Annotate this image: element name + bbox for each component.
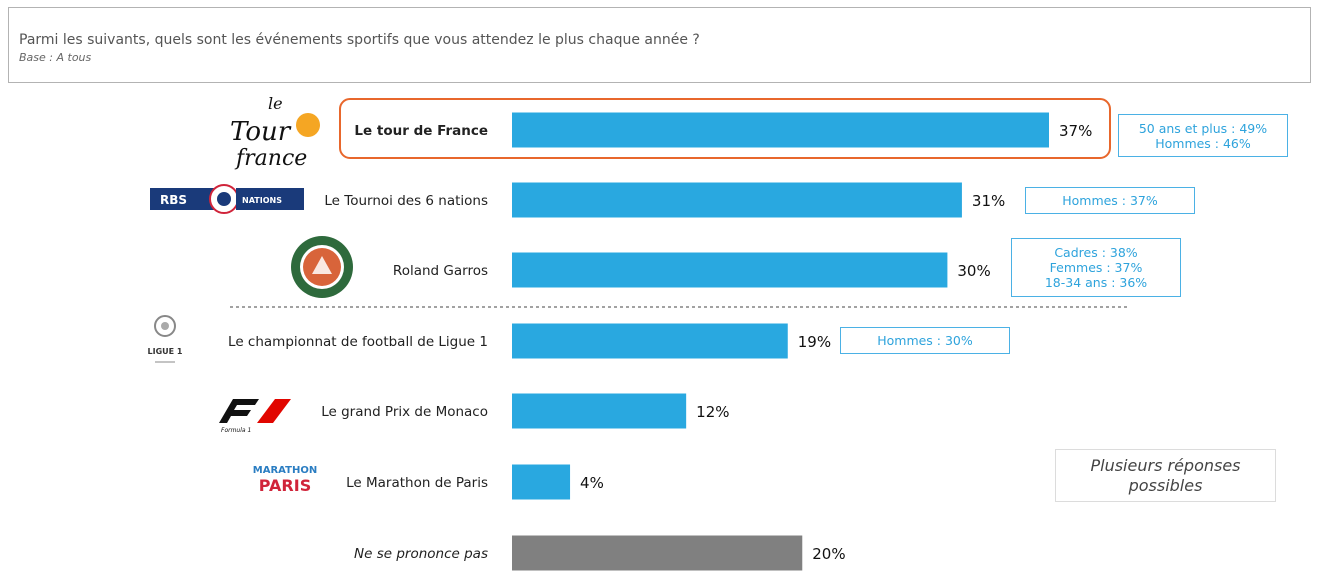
annotation-line: Hommes : 30%: [877, 333, 973, 348]
category-label-5: Le Marathon de Paris: [346, 475, 488, 491]
question-box: Parmi les suivants, quels sont les événe…: [8, 7, 1311, 83]
category-label-6: Ne se prononce pas: [354, 546, 488, 562]
bar-2: [512, 252, 948, 288]
marathon-paris-logo: MARATHON PARIS: [246, 460, 324, 496]
value-label-6: 20%: [812, 545, 845, 563]
nations-logo-text: NATIONS: [242, 196, 282, 205]
bar-1: [512, 182, 962, 218]
annotation-line: Hommes : 37%: [1062, 193, 1158, 208]
value-label-1: 31%: [972, 192, 1005, 210]
rbs-6-nations-logo: RBS NATIONS: [150, 184, 304, 214]
value-label-5: 4%: [580, 474, 604, 492]
tour-logo-text-tour: Tour: [230, 117, 292, 147]
roland-garros-logo: [291, 236, 353, 298]
ligue1-logo: LIGUE 1: [148, 315, 183, 363]
value-label-3: 19%: [798, 333, 831, 351]
value-label-2: 30%: [957, 262, 990, 280]
bar-0: [512, 112, 1049, 148]
category-label-2: Roland Garros: [393, 263, 488, 279]
question-base: Base : A tous: [19, 51, 92, 64]
racket-icon: [312, 256, 332, 274]
value-label-0: 37%: [1059, 122, 1092, 140]
marathon-logo-text-bottom: PARIS: [259, 476, 311, 495]
bar-4: [512, 393, 687, 429]
annotation-box-2: Cadres : 38% Femmes : 37% 18-34 ans : 36%: [1011, 238, 1181, 297]
ligue1-logo-text: LIGUE 1: [148, 347, 183, 356]
f1-logo-text: Formula 1: [221, 427, 251, 434]
annotation-line: Femmes : 37%: [1049, 260, 1143, 275]
tour-logo-text-france: france: [234, 146, 307, 170]
value-label-4: 12%: [696, 403, 729, 421]
tour-sun-icon: [296, 113, 320, 137]
note-line-2: possibles: [1128, 476, 1203, 495]
rbs-logo-text: RBS: [160, 193, 187, 207]
annotation-line: Hommes : 46%: [1155, 135, 1251, 151]
annotation-line: Cadres : 38%: [1054, 245, 1138, 260]
annotation-line: 50 ans et plus : 49%: [1138, 120, 1268, 136]
multiple-answers-note: Plusieurs réponses possibles: [1055, 449, 1276, 502]
annotation-line: 18-34 ans : 36%: [1044, 275, 1148, 290]
category-label-0: Le tour de France: [354, 123, 488, 139]
tour-de-france-logo: le Tour france: [230, 95, 320, 170]
note-line-1: Plusieurs réponses: [1090, 456, 1241, 475]
bar-3: [512, 323, 788, 359]
tour-logo-text-le: le: [268, 95, 283, 113]
bar-6: [512, 535, 803, 571]
bar-5: [512, 464, 571, 500]
highlight-frame: [339, 98, 1111, 159]
annotation-box-1: Hommes : 37%: [1025, 187, 1195, 214]
category-label-1: Le Tournoi des 6 nations: [324, 193, 488, 209]
category-label-4: Le grand Prix de Monaco: [321, 404, 488, 420]
formula1-logo: Formula 1: [219, 399, 291, 434]
marathon-logo-text-top: MARATHON: [253, 465, 317, 476]
bars-layer: Le tour de France 37% Le Tournoi des 6 nat…: [228, 98, 1111, 571]
annotation-box-0: 50 ans et plus : 49% Hommes : 46%: [1118, 114, 1288, 157]
question-title: Parmi les suivants, quels sont les événe…: [19, 32, 700, 48]
annotation-box-3: Hommes : 30%: [840, 327, 1010, 354]
category-label-3: Le championnat de football de Ligue 1: [228, 334, 488, 350]
